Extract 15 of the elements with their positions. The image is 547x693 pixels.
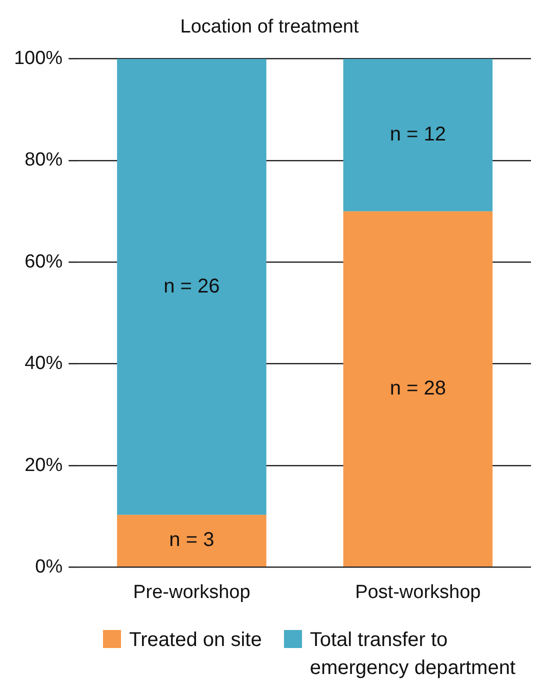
legend-label: Treated on site: [129, 628, 262, 653]
legend-label: Total transfer to emergency department: [310, 628, 516, 681]
chart-title: Location of treatment: [180, 16, 360, 38]
annotation: n = 3: [169, 529, 214, 552]
x-tick-label: Post-workshop: [355, 582, 481, 603]
annotation: n = 28: [390, 377, 446, 400]
y-tick-label: 60%: [24, 251, 63, 272]
y-tick-label: 100%: [14, 48, 63, 70]
y-tick-label: 40%: [24, 353, 63, 374]
annotation: n = 26: [164, 275, 220, 298]
y-tick-label: 20%: [24, 454, 63, 476]
y-tick-label: 80%: [24, 150, 63, 171]
y-tick-label: 0%: [35, 556, 63, 578]
x-tick-label: Pre-workshop: [133, 582, 250, 603]
annotation: n = 12: [390, 124, 446, 146]
